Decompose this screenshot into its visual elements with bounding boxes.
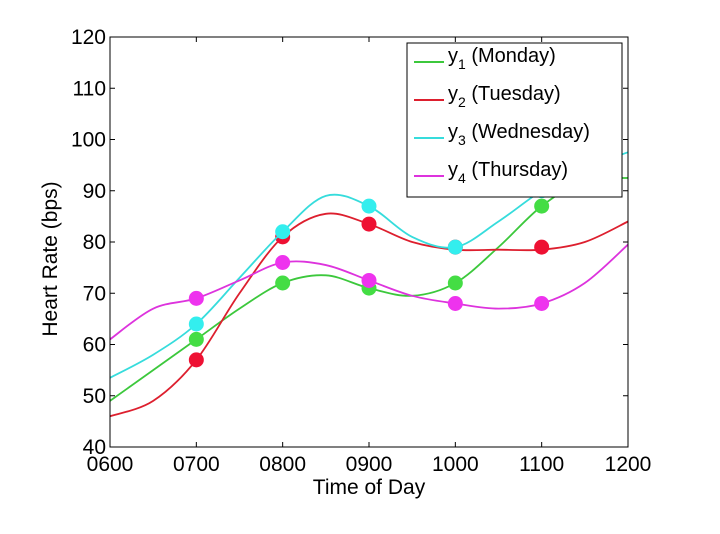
data-point-thursday-0800 — [275, 255, 291, 270]
data-point-thursday-0700 — [188, 290, 204, 306]
series-layer — [109, 151, 629, 418]
x-tick-label: 1100 — [519, 453, 564, 476]
legend: y1 (Monday) y2 (Tuesday) y3 (Wednesday) y4 … — [406, 42, 623, 198]
data-point-tuesday-0700 — [188, 352, 204, 368]
data-point-wednesday-0800 — [275, 224, 291, 240]
legend-box — [406, 42, 623, 198]
x-tick-label: 0900 — [346, 453, 393, 476]
y-tick-label: 120 — [71, 26, 106, 49]
y-tick-label: 100 — [71, 129, 106, 152]
data-point-thursday-1100 — [534, 296, 550, 311]
x-tick-label: 1200 — [605, 453, 652, 476]
data-point-thursday-1000 — [447, 296, 463, 311]
y-tick-label: 90 — [83, 180, 106, 203]
y-tick-label: 70 — [83, 282, 106, 305]
x-tick-label: 0600 — [87, 453, 134, 476]
legend-label-wednesday: y3 (Wednesday) — [448, 121, 590, 148]
legend-label-thursday: y4 (Thursday) — [448, 159, 568, 186]
ticks-layer: 0600 0700 0800 0900 1000 1100 1200 40 50 60 70 80 90… — [71, 26, 651, 476]
y-axis-label: Heart Rate (bps) — [39, 181, 62, 336]
data-point-wednesday-1000 — [447, 239, 463, 255]
data-point-wednesday-0700 — [188, 316, 204, 332]
x-tick-label: 1000 — [432, 453, 479, 476]
y-tick-label: 40 — [83, 436, 106, 459]
data-point-tuesday-0900 — [361, 216, 377, 232]
legend-label-monday: y1 (Monday) — [448, 45, 556, 72]
data-point-monday-0800 — [275, 275, 291, 291]
x-tick-label: 0800 — [259, 453, 306, 476]
data-point-monday-1100 — [534, 198, 550, 214]
y-tick-label: 60 — [83, 334, 106, 357]
y-tick-label: 110 — [73, 77, 106, 100]
x-axis-label: Time of Day — [313, 476, 426, 499]
data-point-monday-0700 — [188, 331, 204, 347]
data-point-tuesday-1100 — [534, 239, 550, 255]
data-point-monday-1000 — [447, 275, 463, 291]
data-point-thursday-0900 — [361, 272, 377, 288]
y-tick-label: 80 — [83, 231, 106, 254]
data-point-wednesday-0900 — [361, 198, 377, 214]
x-tick-label: 0700 — [173, 453, 220, 476]
legend-label-tuesday: y2 (Tuesday) — [448, 83, 561, 110]
y-tick-label: 50 — [83, 385, 106, 408]
